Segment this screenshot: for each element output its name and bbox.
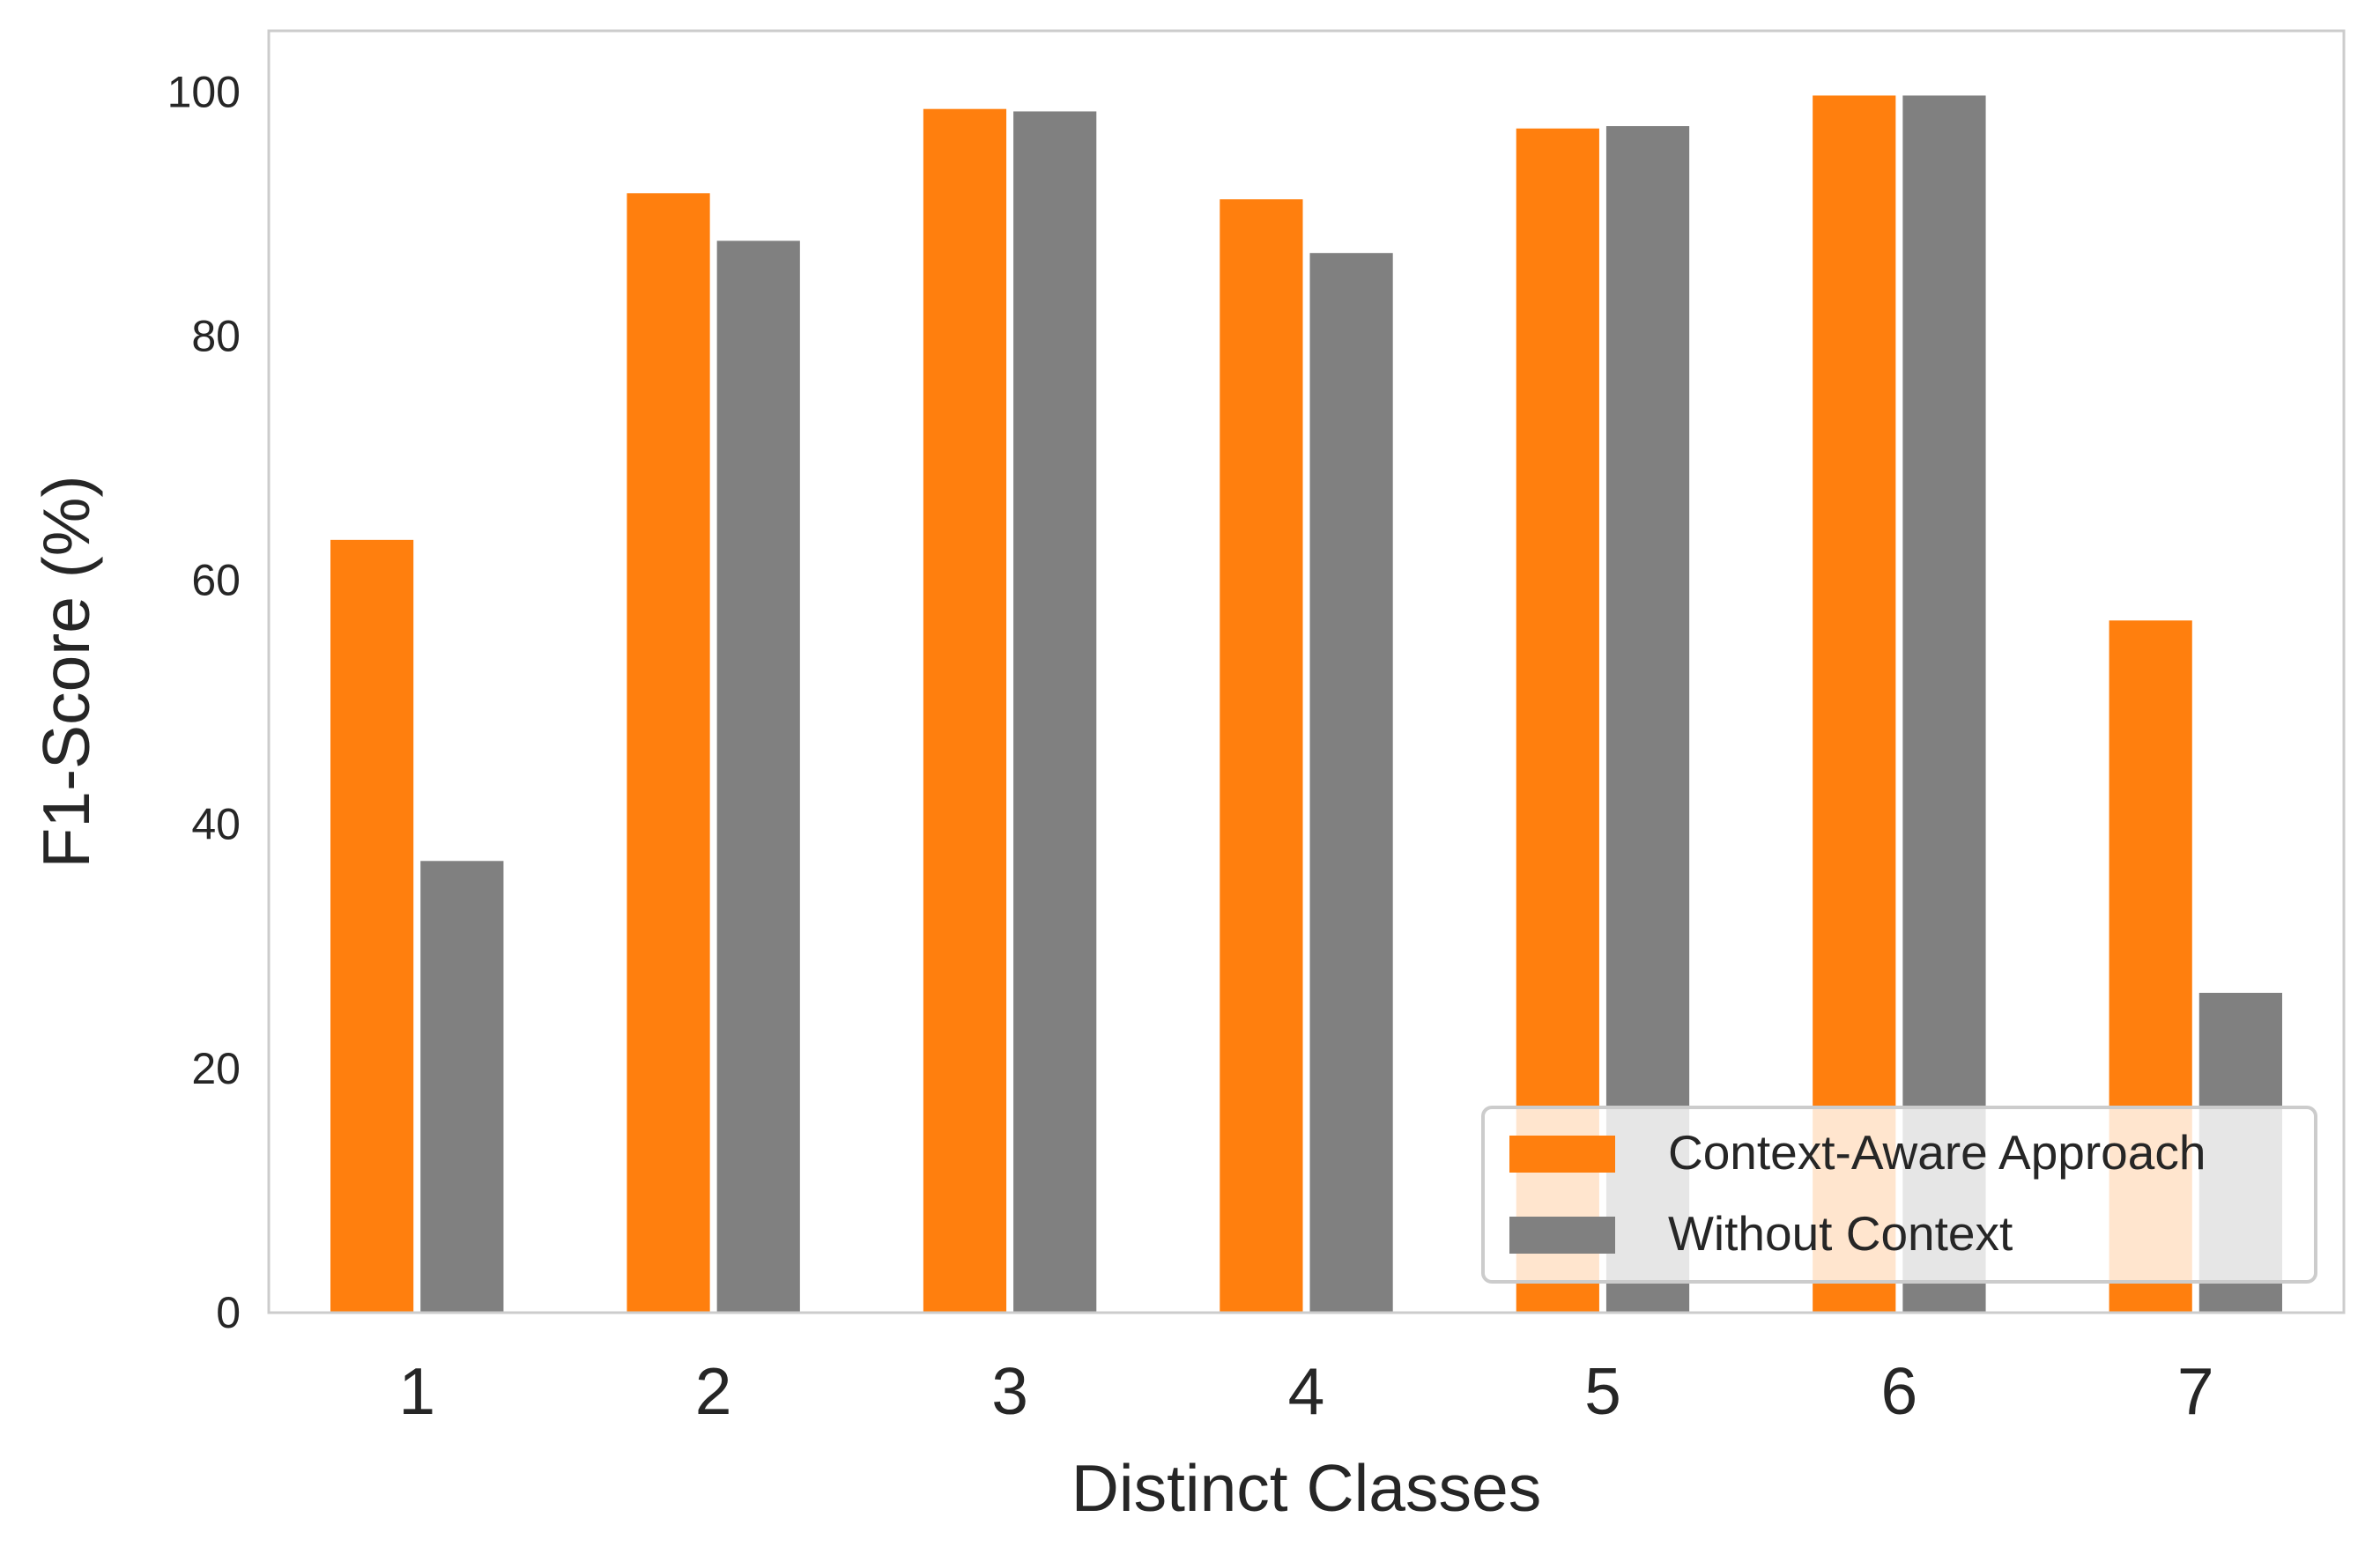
y-tick-label: 20 bbox=[191, 1044, 241, 1093]
y-tick-label: 40 bbox=[191, 800, 241, 849]
plot-frame bbox=[267, 29, 2346, 1314]
y-tick-label: 60 bbox=[191, 556, 241, 605]
y-axis-label: F1-Score (%) bbox=[29, 476, 103, 869]
bar-series-2-class-1 bbox=[420, 861, 504, 1313]
y-tick-label: 80 bbox=[191, 311, 241, 360]
legend-box bbox=[1481, 1106, 2317, 1284]
x-tick-label: 3 bbox=[991, 1354, 1028, 1428]
x-ticks: 1 2 3 4 5 6 7 bbox=[398, 1354, 2213, 1428]
x-tick-label: 4 bbox=[1288, 1354, 1325, 1428]
bar-series-2-class-2 bbox=[716, 241, 800, 1313]
bar-series-2-class-4 bbox=[1309, 253, 1393, 1314]
x-axis-label: Distinct Classes bbox=[1071, 1451, 1541, 1525]
legend-swatch bbox=[1509, 1217, 1615, 1254]
bar-series-2-class-3 bbox=[1013, 111, 1097, 1313]
x-tick-label: 6 bbox=[1880, 1354, 1917, 1428]
x-tick-label: 5 bbox=[1584, 1354, 1621, 1428]
legend-swatch bbox=[1509, 1136, 1615, 1173]
bar-series-1-class-1 bbox=[330, 539, 414, 1313]
bar-series-1-class-4 bbox=[1220, 199, 1303, 1314]
bar-series-1-class-2 bbox=[627, 193, 710, 1313]
y-ticks: 0 20 40 60 80 100 bbox=[167, 67, 241, 1337]
bar-series-1-class-3 bbox=[923, 108, 1007, 1314]
legend-label: Without Context bbox=[1668, 1206, 2013, 1261]
y-tick-label: 0 bbox=[216, 1288, 241, 1337]
x-tick-label: 1 bbox=[398, 1354, 435, 1428]
legend: Context-Aware Approach Without Context bbox=[1481, 1106, 2317, 1284]
x-tick-label: 7 bbox=[2177, 1354, 2214, 1428]
y-tick-label: 100 bbox=[167, 67, 241, 116]
legend-label: Context-Aware Approach bbox=[1668, 1125, 2206, 1180]
x-tick-label: 2 bbox=[695, 1354, 732, 1428]
